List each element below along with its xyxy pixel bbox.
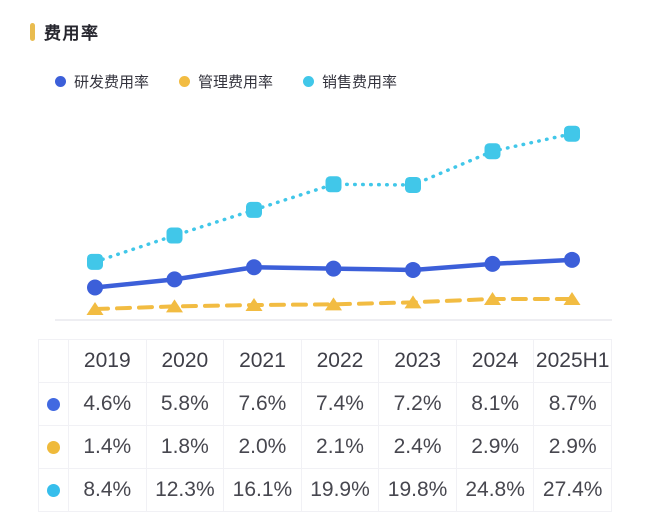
- chart-header: 费用率: [30, 19, 100, 44]
- data-point-marker-1-5: [484, 255, 501, 272]
- table-value-cell: 27.4%: [534, 469, 612, 512]
- legend-label: 研发费用率: [74, 74, 150, 91]
- title-accent-bar-icon: [30, 22, 35, 41]
- data-point-marker-1-6: [564, 251, 580, 268]
- data-point-marker-0-5: [484, 143, 501, 160]
- table-header-series-col: [39, 340, 69, 383]
- table-header-year: 2019: [69, 340, 147, 383]
- data-point-marker-2-1: [166, 299, 183, 313]
- legend-dot-icon: [55, 76, 66, 87]
- legend-dot-icon: [179, 76, 191, 87]
- data-point-marker-2-2: [245, 298, 263, 312]
- table-header-year: 2025H1: [534, 340, 612, 383]
- table-header-year: 2021: [224, 340, 302, 383]
- table-row-dot-cell: [39, 383, 69, 426]
- table-value-cell: 24.8%: [456, 469, 535, 512]
- table-value-cell: 1.4%: [69, 426, 147, 469]
- table-value-cell: 7.6%: [224, 383, 302, 426]
- table-value-cell: 8.4%: [69, 469, 147, 512]
- data-point-marker-2-6: [563, 291, 581, 305]
- table-header-year: 2023: [379, 340, 457, 383]
- page-title: 费用率: [44, 24, 100, 43]
- legend-label: 管理费用率: [198, 74, 274, 91]
- legend-item-2[interactable]: 销售费用率: [303, 71, 397, 92]
- legend-item-0[interactable]: 研发费用率: [55, 71, 149, 92]
- table-value-cell: 2.9%: [456, 426, 535, 469]
- data-point-marker-0-6: [564, 125, 580, 142]
- table-value-cell: 19.8%: [379, 469, 457, 512]
- series-dot-icon: [47, 397, 60, 411]
- table-value-cell: 7.2%: [379, 383, 457, 426]
- data-point-marker-2-3: [325, 297, 342, 311]
- table-value-cell: 2.0%: [224, 426, 302, 469]
- table-value-cell: 19.9%: [301, 469, 380, 512]
- data-point-marker-2-0: [86, 302, 104, 316]
- data-point-marker-2-4: [404, 295, 422, 309]
- table-value-cell: 12.3%: [146, 469, 225, 512]
- data-point-marker-1-4: [405, 261, 421, 278]
- expense-ratio-table: 2019 2020 2021 2022 2023 2024 2025H1 4.6% 5.8% 7.…: [38, 339, 612, 512]
- table-value-cell: 2.9%: [534, 426, 612, 469]
- data-point-marker-1-0: [87, 279, 103, 296]
- table-row-dot-cell: [39, 469, 69, 512]
- table-value-cell: 8.1%: [456, 383, 535, 426]
- table-value-cell: 16.1%: [224, 469, 302, 512]
- table-value-cell: 2.1%: [301, 426, 380, 469]
- data-point-marker-0-2: [246, 201, 262, 218]
- data-point-marker-2-5: [484, 291, 501, 305]
- table-value-cell: 8.7%: [534, 383, 612, 426]
- data-point-marker-1-1: [166, 271, 183, 288]
- table-header-year: 2020: [146, 340, 225, 383]
- data-point-marker-0-4: [405, 176, 421, 193]
- data-point-marker-0-0: [87, 253, 103, 270]
- data-point-marker-1-3: [325, 260, 342, 277]
- legend-item-1[interactable]: 管理费用率: [179, 71, 273, 92]
- expense-ratio-chart: [55, 125, 612, 321]
- series-dot-icon: [47, 440, 60, 454]
- legend-label: 销售费用率: [322, 74, 398, 91]
- data-point-marker-0-3: [325, 176, 342, 193]
- data-point-marker-1-2: [246, 259, 262, 276]
- table-header-year: 2022: [301, 340, 380, 383]
- series-dot-icon: [47, 483, 60, 497]
- table-row-dot-cell: [39, 426, 69, 469]
- chart-legend: 研发费用率 管理费用率 销售费用率: [55, 71, 397, 92]
- table-value-cell: 2.4%: [379, 426, 457, 469]
- table-value-cell: 5.8%: [146, 383, 225, 426]
- table-value-cell: 1.8%: [146, 426, 225, 469]
- legend-dot-icon: [303, 76, 315, 87]
- data-point-marker-0-1: [166, 227, 183, 244]
- table-header-year: 2024: [456, 340, 535, 383]
- table-value-cell: 4.6%: [69, 383, 147, 426]
- table-value-cell: 7.4%: [301, 383, 380, 426]
